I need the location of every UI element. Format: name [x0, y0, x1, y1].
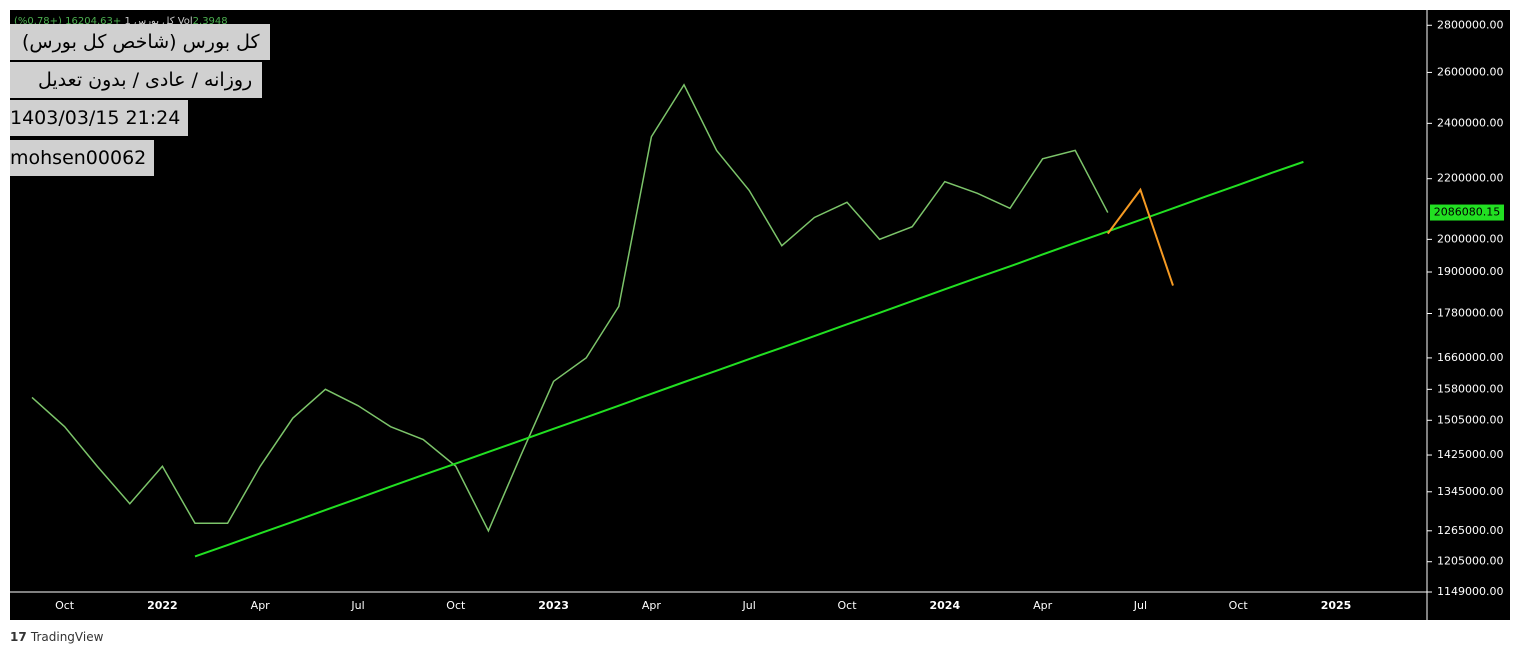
brand-logo: 17	[10, 630, 31, 644]
change: +16204.63 (+0.78%)	[14, 16, 122, 27]
x-tick-label: Apr	[642, 599, 662, 612]
y-tick-label: 2800000.00	[1437, 18, 1503, 31]
info-box: کل بورس (شاخص کل بورس)	[10, 24, 270, 60]
chart-background	[10, 10, 1510, 620]
x-tick-label: Oct	[837, 599, 857, 612]
x-tick-label: 2024	[929, 599, 960, 612]
price-tag-label: 2086080.15	[1434, 206, 1500, 219]
x-tick-label: 2023	[538, 599, 569, 612]
volume-label: Vol	[177, 16, 193, 27]
x-tick-label: Oct	[55, 599, 75, 612]
brand: 17 TradingView	[10, 630, 103, 644]
y-tick-label: 1149000.00	[1437, 585, 1503, 598]
x-tick-label: Jul	[350, 599, 364, 612]
volume: 2.3948	[192, 16, 228, 27]
series-line	[194, 160, 1304, 558]
x-tick-label: Jul	[742, 599, 756, 612]
series-line	[1106, 187, 1174, 286]
series-line	[31, 83, 1109, 533]
y-tick-label: 2200000.00	[1437, 172, 1503, 185]
x-tick-label: Oct	[1229, 599, 1249, 612]
y-tick-label: 1660000.00	[1437, 351, 1503, 364]
y-tick-label: 2400000.00	[1437, 116, 1503, 129]
y-tick-label: 1580000.00	[1437, 382, 1503, 395]
legend-header: کل بورس 1 +16204.63 (+0.78%) Vol2.3948	[14, 16, 228, 27]
info-box: mohsen00062	[10, 140, 155, 176]
x-tick-label: 2025	[1321, 599, 1352, 612]
info-box: 1403/03/15 21:24	[10, 100, 189, 136]
symbol: کل بورس 1	[124, 16, 175, 27]
y-tick-label: 1780000.00	[1437, 306, 1503, 319]
x-tick-label: Apr	[251, 599, 271, 612]
y-tick-label: 1345000.00	[1437, 485, 1503, 498]
x-tick-label: 2022	[147, 599, 178, 612]
info-box: روزانه / عادی / بدون تعدیل	[10, 62, 263, 98]
y-tick-label: 1205000.00	[1437, 555, 1503, 568]
y-tick-label: 2600000.00	[1437, 65, 1503, 78]
x-tick-label: Apr	[1033, 599, 1053, 612]
price-tag	[1430, 204, 1504, 221]
y-tick-label: 1900000.00	[1437, 265, 1503, 278]
y-tick-label: 1265000.00	[1437, 524, 1503, 537]
y-tick-label: 1505000.00	[1437, 413, 1503, 426]
y-tick-label: 2000000.00	[1437, 232, 1503, 245]
brand-name: TradingView	[30, 630, 104, 644]
y-tick-label: 1425000.00	[1437, 448, 1503, 461]
x-tick-label: Jul	[1133, 599, 1147, 612]
x-tick-label: Oct	[446, 599, 466, 612]
